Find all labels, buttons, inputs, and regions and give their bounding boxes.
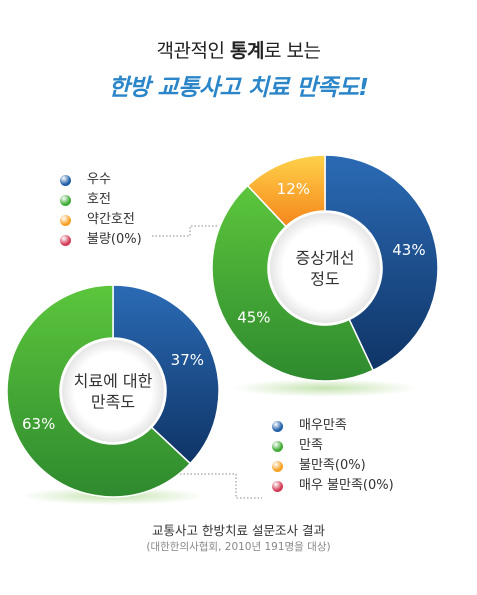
- chart1-legend-label: 불량(0%): [87, 232, 142, 247]
- chart2-legend-swatch: [272, 480, 283, 492]
- chart2-legend-item: 매우만족: [272, 416, 394, 436]
- chart1-legend-label: 약간호전: [87, 212, 135, 227]
- chart2-legend-item: 만족: [272, 436, 394, 456]
- chart2-legend-swatch: [272, 460, 283, 472]
- chart2-title-line-0: 치료에 대한: [74, 372, 153, 391]
- chart2-legend-swatch: [272, 420, 283, 432]
- chart2-slice-1: [6, 284, 192, 498]
- chart1-legend-label: 우수: [87, 172, 111, 187]
- chart1-title-line-0: 증상개선: [296, 249, 355, 268]
- chart1-title-line-1: 정도: [310, 270, 339, 289]
- chart1-legend-item: 불량(0%): [60, 230, 142, 250]
- legend1-connector: [152, 225, 236, 237]
- chart1-legend-swatch: [60, 194, 71, 206]
- chart2-center: [62, 340, 164, 442]
- chart1-legend-swatch: [60, 174, 71, 186]
- legend2-connector: [180, 473, 262, 499]
- chart1-slice-1: [211, 184, 375, 382]
- chart2-legend-item: 불만족(0%): [272, 456, 394, 476]
- chart1-center: [270, 213, 380, 323]
- chart1-value-label-0: 43%: [392, 241, 425, 259]
- chart2-legend-label: 매우만족: [299, 418, 347, 433]
- chart2-value-label-0: 37%: [171, 351, 204, 369]
- chart1-slice-0: [324, 154, 439, 372]
- chart1-legend-item: 우수: [60, 170, 142, 190]
- chart2-title-line-1: 만족도: [91, 393, 135, 412]
- chart1-legend-item: 약간호전: [60, 210, 142, 230]
- chart1-legend-swatch: [60, 214, 71, 226]
- chart1-shadow: [233, 379, 417, 397]
- chart1-legend-item: 호전: [60, 190, 142, 210]
- chart1-value-label-1: 45%: [237, 308, 270, 326]
- chart2-legend-label: 만족: [299, 438, 323, 453]
- title-pre: 객관적인: [156, 40, 230, 62]
- chart2-legend-item: 매우 불만족(0%): [272, 476, 394, 496]
- page-title-line2: 한방 교통사고 치료 만족도!: [108, 75, 369, 101]
- title-post: 로 보는: [263, 40, 321, 62]
- title-bold: 통계: [230, 40, 264, 62]
- chart2-legend-swatch: [272, 440, 283, 452]
- chart2-value-label-1: 63%: [22, 415, 55, 433]
- chart1-value-label-2: 12%: [277, 180, 310, 198]
- chart2-legend-label: 불만족(0%): [299, 458, 366, 473]
- chart2-legend-label: 매우 불만족(0%): [299, 478, 394, 493]
- chart1-slice-2: [246, 154, 326, 228]
- chart1-legend-swatch: [60, 234, 71, 246]
- source-detail: (대한한의사협회, 2010년 191명을 대상): [146, 541, 331, 553]
- page-title-line1: 객관적인 통계로 보는: [0, 36, 477, 63]
- chart1-legend-label: 호전: [87, 192, 111, 207]
- source-title: 교통사고 한방치료 설문조사 결과: [152, 523, 325, 538]
- chart2-slice-0: [112, 284, 220, 465]
